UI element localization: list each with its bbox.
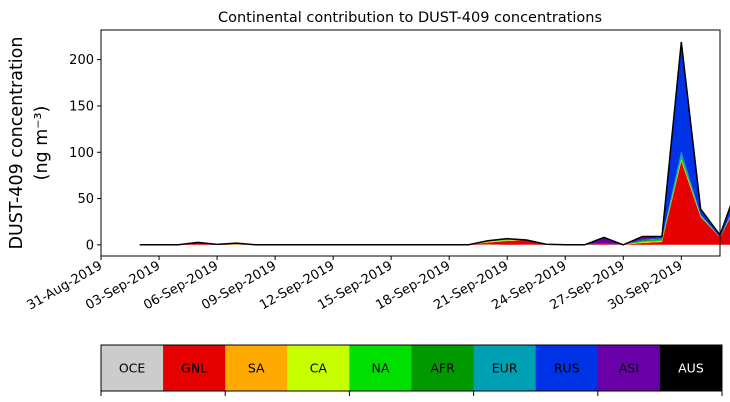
total-outline (139, 41, 730, 246)
legend-frame (100, 344, 723, 392)
area-afr (139, 155, 730, 245)
axes: 05010015020031-Aug-201903-Sep-201906-Sep… (25, 29, 721, 314)
legend-swatch-na (349, 345, 412, 391)
y-tick-label: 150 (69, 99, 94, 114)
area-na (139, 157, 730, 245)
y-axis-label: DUST-409 concentration (ng m⁻³) (7, 37, 52, 250)
legend-swatch-gnl (163, 345, 226, 391)
legend-swatch-aus (659, 345, 723, 391)
y-tick-label: 100 (69, 146, 94, 161)
legend-label-oce: OCE (119, 361, 146, 376)
y-tick-label: 0 (86, 238, 94, 253)
legend-colorbar: OCE GNL SA CA NA AFR EUR RUS ASI AUS (100, 344, 723, 396)
legend-swatch-rus (535, 345, 599, 391)
plot-area (139, 41, 730, 246)
legend-label-eur: EUR (492, 361, 518, 376)
area-gnl (139, 161, 730, 245)
legend-label-afr: AFR (430, 361, 455, 376)
y-axis-label-line1: DUST-409 concentration (7, 37, 27, 250)
plot-frame (100, 29, 721, 257)
legend-label-ca: CA (310, 361, 328, 376)
legend-label-gnl: GNL (181, 361, 207, 376)
area-eur (139, 151, 730, 245)
legend-label-rus: RUS (554, 361, 580, 376)
legend-swatch-oce (101, 345, 164, 391)
legend-swatch-afr (411, 345, 475, 391)
legend-swatch-sa (225, 345, 288, 391)
area-asi (139, 41, 730, 245)
legend-label-aus: AUS (678, 361, 704, 376)
area-ca (139, 159, 730, 245)
legend-swatch-ca (287, 345, 350, 391)
y-tick-label: 50 (77, 192, 94, 207)
legend-label-na: NA (371, 361, 389, 376)
area-rus (139, 44, 730, 245)
y-tick-label: 200 (69, 53, 94, 68)
area-aus (139, 41, 730, 245)
legend-swatch-eur (473, 345, 537, 391)
chart-title: Continental contribution to DUST-409 con… (218, 10, 602, 26)
y-axis-label-line2: (ng m⁻³) (32, 106, 52, 181)
area-sa (139, 160, 730, 245)
legend-label-sa: SA (248, 361, 265, 376)
legend-label-asi: ASI (619, 361, 639, 376)
legend-swatch-asi (597, 345, 661, 391)
